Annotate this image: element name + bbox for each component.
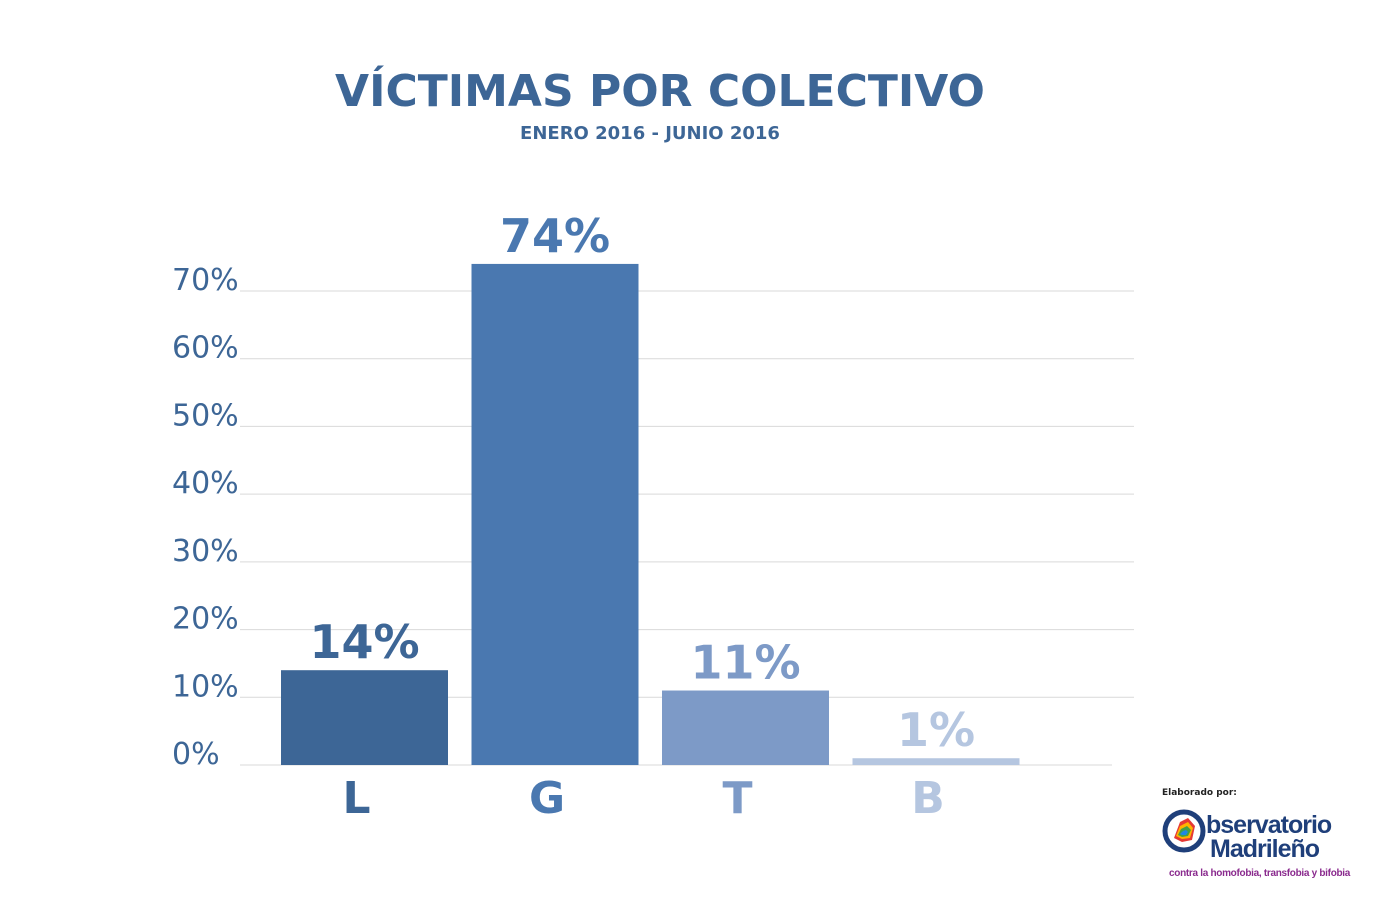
credit-block: Elaborado por: bservatorio Madrileño con…	[1162, 788, 1362, 888]
x-tick-label-L: L	[342, 773, 370, 824]
data-label-G: 74%	[500, 209, 610, 263]
y-axis-ticks: 0% 10% 20% 30% 40% 50% 60% 70%	[172, 263, 239, 772]
observatorio-logo-icon	[1162, 809, 1206, 853]
y-tick-label: 10%	[172, 669, 239, 704]
bars	[281, 263, 1020, 765]
bar-L	[281, 670, 448, 765]
x-tick-label-B: B	[911, 773, 945, 824]
logo-tagline: contra la homofobia, transfobia y bifobi…	[1169, 868, 1351, 879]
y-tick-label: 70%	[172, 263, 239, 298]
y-tick-label: 0%	[172, 737, 220, 772]
data-label-B: 1%	[897, 703, 975, 757]
logo-text-line2: Madrileño	[1210, 835, 1320, 863]
bar-B	[852, 758, 1020, 765]
logo-text-line1: bservatorio	[1206, 811, 1332, 839]
chart-title: VÍCTIMAS POR COLECTIVO	[335, 64, 985, 117]
bar-T	[662, 690, 829, 765]
y-tick-label: 40%	[172, 466, 239, 501]
data-labels: 14% 74% 11% 1%	[309, 209, 975, 757]
data-label-T: 11%	[690, 636, 800, 690]
y-tick-label: 60%	[172, 331, 239, 366]
y-tick-label: 30%	[172, 534, 239, 569]
bar-G	[471, 263, 639, 765]
x-tick-label-T: T	[722, 773, 752, 824]
y-tick-label: 20%	[172, 602, 239, 637]
x-tick-label-G: G	[529, 773, 565, 824]
chart-subtitle: ENERO 2016 - JUNIO 2016	[520, 123, 780, 144]
credit-label: Elaborado por:	[1162, 788, 1237, 798]
data-label-L: 14%	[309, 615, 419, 669]
y-tick-label: 50%	[172, 398, 239, 433]
